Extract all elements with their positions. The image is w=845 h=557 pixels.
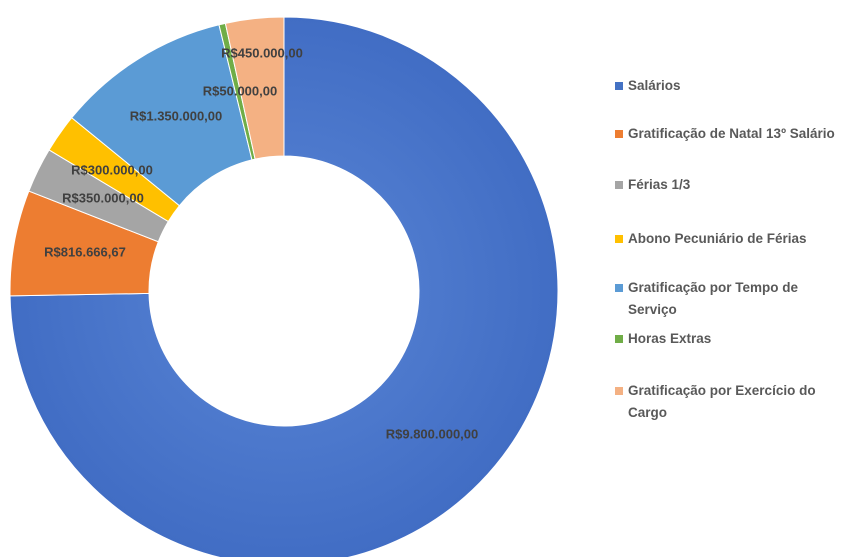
legend-item: Gratificação por Exercício do Cargo [615,380,840,424]
donut-slice [9,16,559,557]
legend-swatch [615,284,623,292]
legend-swatch [615,181,623,189]
legend-label: Gratificação de Natal 13º Salário [628,126,835,141]
legend-item: Gratificação de Natal 13º Salário [615,123,840,145]
legend-swatch [615,335,623,343]
legend-item: Salários [615,75,840,97]
legend-label: Gratificação por Tempo de Serviço [628,280,799,317]
data-label: R$9.800.000,00 [386,426,479,441]
legend-label: Salários [628,78,681,93]
data-label: R$816.666,67 [44,244,126,259]
legend-swatch [615,130,623,138]
legend-item: Horas Extras [615,328,840,350]
data-label: R$300.000,00 [71,162,153,177]
donut-slice [224,16,285,160]
legend-swatch [615,235,623,243]
legend-label: Férias 1/3 [628,177,691,192]
legend-label: Gratificação por Exercício do Cargo [628,383,816,420]
legend-item: Abono Pecuniário de Férias [615,228,840,250]
data-label: R$50.000,00 [203,83,277,98]
data-label: R$1.350.000,00 [130,108,223,123]
legend-swatch [615,82,623,90]
legend-swatch [615,387,623,395]
legend-label: Horas Extras [628,331,712,346]
legend-item: Gratificação por Tempo de Serviço [615,277,840,321]
legend-item: Férias 1/3 [615,174,840,196]
data-label: R$450.000,00 [221,45,303,60]
legend-label: Abono Pecuniário de Férias [628,231,807,246]
data-label: R$350.000,00 [62,190,144,205]
